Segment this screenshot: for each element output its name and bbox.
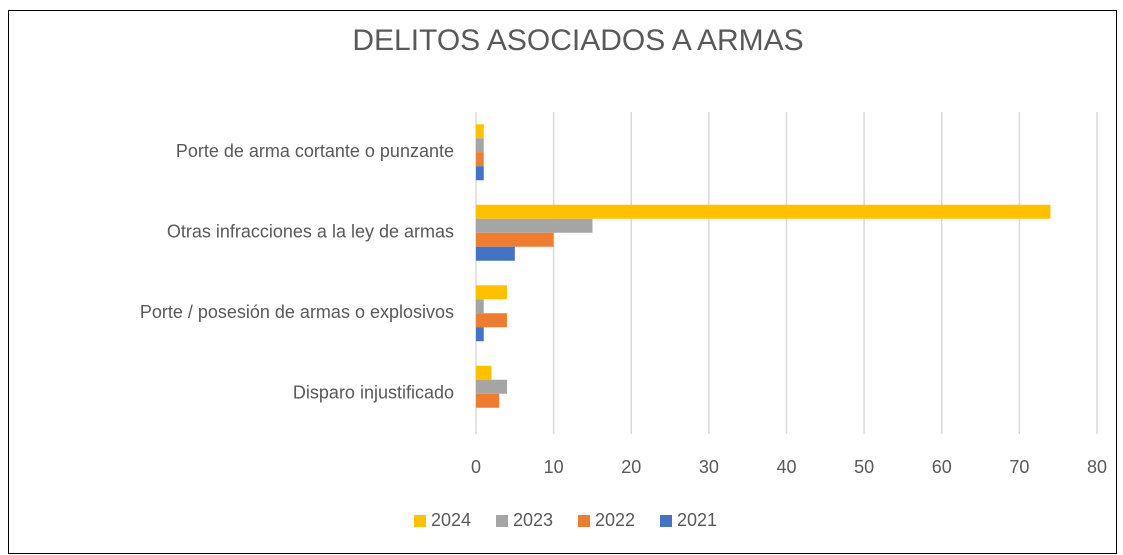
legend-swatch <box>578 515 590 527</box>
bar <box>476 246 515 261</box>
chart-title: DELITOS ASOCIADOS A ARMAS <box>352 24 803 57</box>
x-tick-label: 80 <box>1087 457 1107 477</box>
y-tick-label: Porte de arma cortante o punzante <box>176 141 454 161</box>
legend-label: 2023 <box>513 510 553 530</box>
x-tick-label: 10 <box>544 457 564 477</box>
legend-label: 2022 <box>595 510 635 530</box>
y-tick-label: Otras infracciones a la ley de armas <box>167 222 454 242</box>
legend-swatch <box>496 515 508 527</box>
bar <box>476 393 500 408</box>
chart-frame <box>8 10 1117 554</box>
bar <box>476 152 484 167</box>
bar <box>476 313 508 328</box>
bar <box>476 138 484 153</box>
legend-swatch <box>414 515 426 527</box>
legend-label: 2024 <box>431 510 471 530</box>
x-tick-label: 40 <box>776 457 796 477</box>
y-tick-label: Disparo injustificado <box>293 383 454 403</box>
x-tick-label: 0 <box>471 457 481 477</box>
legend-swatch <box>660 515 672 527</box>
bar <box>476 204 1051 219</box>
bar <box>476 327 484 342</box>
bar <box>476 365 492 380</box>
bar <box>476 299 484 314</box>
bar <box>476 166 484 181</box>
bar <box>476 232 554 247</box>
x-tick-label: 20 <box>621 457 641 477</box>
bar <box>476 124 484 139</box>
legend-label: 2021 <box>677 510 717 530</box>
bar <box>476 285 508 300</box>
bar <box>476 218 593 233</box>
x-tick-label: 70 <box>1009 457 1029 477</box>
x-tick-label: 60 <box>932 457 952 477</box>
y-tick-label: Porte / posesión de armas o explosivos <box>140 302 454 322</box>
x-tick-label: 30 <box>699 457 719 477</box>
x-tick-label: 50 <box>854 457 874 477</box>
bar <box>476 379 508 394</box>
